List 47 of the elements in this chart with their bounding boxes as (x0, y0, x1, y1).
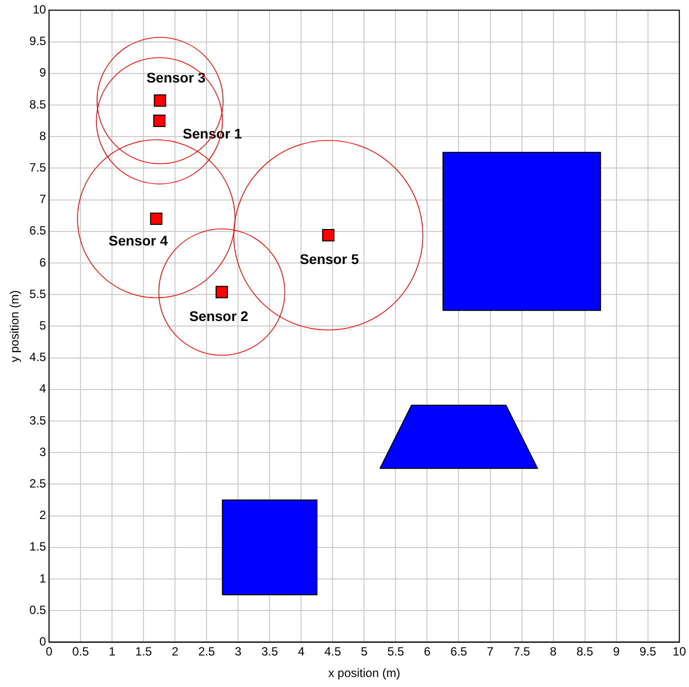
x-tick-label: 3.5 (261, 644, 278, 659)
x-tick-label: 9 (612, 644, 620, 659)
y-tick-label: 4.5 (29, 350, 46, 364)
annotation: Sensor 2 (189, 308, 249, 324)
y-tick-label: 1.5 (29, 540, 46, 554)
x-tick-label: 5.5 (387, 644, 404, 659)
x-tick-label: 10 (672, 644, 686, 659)
y-tick-label: 3.5 (29, 413, 46, 428)
x-tick-label: 2 (172, 644, 179, 659)
annotation: Sensor 4 (108, 232, 168, 249)
x-tick-label: 0.5 (72, 644, 90, 659)
y-tick-label: 10 (32, 2, 46, 17)
y-tick-label: 2 (39, 508, 46, 522)
x-tick-label: 5 (360, 644, 368, 659)
x-tick-label: 3 (234, 644, 242, 659)
x-tick-label: 6 (424, 644, 431, 659)
y-axis-title: y position (m) (8, 290, 22, 362)
y-tick-label: 4 (39, 382, 46, 396)
y-tick-label: 7 (39, 192, 46, 206)
annotation: Sensor 3 (146, 69, 206, 86)
x-tick-label: 7 (486, 644, 494, 659)
y-tick-label: 7.5 (29, 160, 46, 175)
y-tick-label: 0 (39, 634, 46, 649)
y-tick-label: 2.5 (29, 476, 46, 491)
y-tick-label: 3 (39, 444, 46, 459)
x-tick-label: 1.5 (135, 644, 152, 659)
y-tick-label: 9.5 (29, 34, 46, 48)
x-tick-label: 8 (550, 644, 557, 659)
y-tick-label: 6 (39, 255, 46, 270)
x-tick-label: 4.5 (324, 644, 342, 659)
y-tick-label: 9 (39, 66, 46, 80)
x-tick-label: 6.5 (450, 644, 468, 659)
y-tick-label: 8.5 (29, 97, 46, 112)
y-tick-label: 5.5 (29, 286, 46, 301)
x-axis-title: x position (m) (328, 666, 400, 680)
annotation: Sensor 5 (300, 251, 360, 268)
x-tick-label: 7.5 (513, 644, 530, 659)
y-tick-label: 6.5 (29, 224, 46, 238)
x-tick-label: 4 (298, 644, 305, 659)
y-tick-label: 1 (39, 571, 46, 586)
x-tick-label: 1 (108, 644, 116, 659)
x-tick-label: 9.5 (639, 644, 656, 659)
y-tick-label: 0.5 (29, 602, 46, 617)
y-tick-label: 5 (39, 318, 46, 333)
x-tick-label: 2.5 (198, 644, 216, 659)
x-tick-label: 8.5 (576, 644, 594, 659)
y-tick-label: 8 (39, 128, 46, 143)
